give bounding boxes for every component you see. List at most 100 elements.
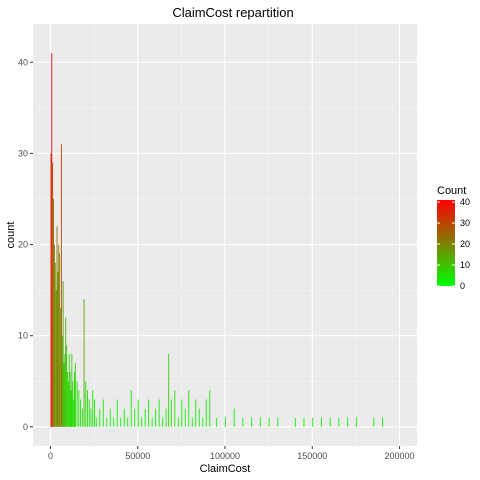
legend-colorbar [437, 200, 455, 286]
histogram-bar [80, 399, 82, 427]
histogram-bar [268, 417, 270, 427]
legend-tick-label: 40 [460, 197, 470, 207]
histogram-bar [57, 271, 59, 427]
histogram-bar [85, 381, 87, 427]
histogram-bar [177, 417, 179, 427]
histogram-bar [242, 417, 244, 427]
histogram-bar [123, 408, 125, 427]
histogram-bar [113, 417, 115, 427]
histogram-bar [294, 417, 296, 427]
histogram-bar [63, 363, 65, 427]
histogram-bar [321, 417, 322, 427]
legend-title: Count [437, 185, 466, 197]
legend-tick-label: 30 [460, 218, 470, 228]
histogram-bar [120, 417, 122, 427]
histogram-bar [158, 399, 160, 427]
histogram-bar [68, 353, 70, 427]
histogram-bar [62, 281, 64, 427]
legend: Count 0 10 20 30 40 [437, 185, 470, 291]
histogram-bar [106, 417, 108, 427]
histogram-bar [70, 390, 72, 427]
histogram-bar [137, 399, 139, 427]
histogram-bar [191, 417, 193, 427]
histogram-bar [259, 417, 261, 427]
x-tick-label: 200000 [385, 451, 415, 461]
histogram-bar [130, 390, 132, 427]
histogram-bar [64, 353, 66, 427]
histogram-bar [60, 308, 61, 427]
y-tick-label: 0 [23, 422, 28, 432]
histogram-bar [382, 417, 383, 427]
histogram-bar [277, 417, 279, 427]
legend-tick-label: 10 [460, 260, 470, 270]
histogram-bar [148, 399, 150, 427]
histogram-bar [209, 390, 211, 427]
x-axis-label: ClaimCost [200, 463, 251, 475]
histogram-bar [233, 408, 235, 427]
histogram-bar [72, 381, 74, 427]
histogram-bar [83, 299, 85, 427]
histogram-bar [90, 408, 92, 427]
histogram-bar [338, 417, 340, 427]
histogram-bar [74, 363, 76, 427]
histogram-bar [60, 144, 62, 427]
histogram-bar [216, 417, 218, 427]
histogram-bar [67, 372, 68, 427]
histogram-bar [181, 399, 183, 427]
y-axis-ticks: 0 10 20 30 40 [18, 57, 33, 432]
histogram-bar [225, 417, 226, 427]
histogram-bar [59, 253, 61, 427]
x-tick-label: 50000 [125, 451, 150, 461]
histogram-bar [355, 417, 357, 427]
histogram-bar [54, 262, 56, 427]
histogram-bar [66, 344, 68, 427]
histogram-bar [165, 408, 167, 427]
y-tick-label: 40 [18, 57, 28, 67]
y-axis-label: count [5, 222, 17, 249]
histogram-bar [71, 353, 73, 427]
x-axis-ticks: 0 50000 100000 150000 200000 [48, 446, 415, 461]
histogram-bar [50, 153, 52, 427]
legend-ticks: 0 10 20 30 40 [437, 197, 470, 291]
histogram-bar [155, 408, 157, 427]
legend-tick-label: 0 [460, 281, 465, 291]
histogram-bar [53, 244, 55, 427]
histogram-bar [195, 399, 197, 427]
y-tick-label: 30 [18, 148, 28, 158]
histogram-bar [94, 399, 95, 427]
histogram-bar [329, 417, 331, 427]
histogram-bar [151, 417, 153, 427]
histogram-bar [198, 408, 200, 427]
histogram-bar [251, 417, 253, 427]
histogram-bar [99, 408, 101, 427]
histogram-bar [78, 390, 80, 427]
chart-title: ClaimCost repartition [172, 5, 293, 20]
histogram-bar [373, 417, 375, 427]
histogram-bar [202, 417, 204, 427]
histogram-bar [58, 244, 60, 427]
y-tick-label: 20 [18, 240, 28, 250]
y-tick-label: 10 [18, 331, 28, 341]
histogram-bar [188, 390, 190, 427]
histogram-bar [51, 53, 53, 427]
histogram-bars [50, 53, 383, 427]
x-tick-label: 0 [48, 451, 53, 461]
legend-tick-label: 20 [460, 239, 470, 249]
histogram-bar [168, 353, 170, 427]
histogram-bar [162, 417, 164, 427]
histogram-bar [52, 162, 54, 427]
histogram-bar [144, 408, 146, 427]
histogram-bar [141, 417, 143, 427]
histogram-bar [174, 390, 176, 427]
histogram-bar [76, 381, 78, 427]
histogram-bar [74, 372, 75, 427]
histogram-bar [170, 399, 172, 427]
histogram-bar [92, 390, 94, 427]
histogram-bar [184, 408, 186, 427]
x-tick-label: 150000 [297, 451, 327, 461]
histogram-bar [102, 399, 104, 427]
histogram-bar [127, 417, 129, 427]
histogram-bar [347, 417, 349, 427]
histogram-bar [303, 417, 305, 427]
